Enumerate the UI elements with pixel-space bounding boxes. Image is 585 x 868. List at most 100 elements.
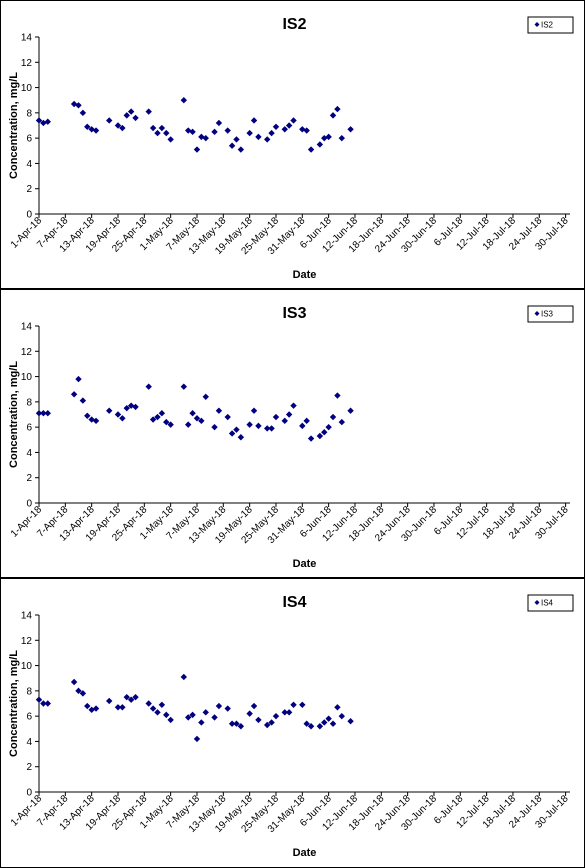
data-point [145, 700, 152, 707]
data-point [92, 417, 100, 425]
data-point [167, 136, 174, 143]
x-axis-title: Date [293, 847, 317, 859]
data-point [255, 716, 262, 724]
y-tick-label: 10 [21, 661, 33, 672]
data-point [193, 735, 201, 743]
data-point [338, 134, 346, 142]
data-point [119, 415, 126, 422]
data-point [329, 413, 337, 421]
chart-is3: IS3024681012141-Apr-187-Apr-1813-Apr-181… [8, 305, 574, 570]
data-point [40, 700, 47, 707]
data-point [114, 411, 122, 418]
chart-is2: IS2024681012141-Apr-187-Apr-1813-Apr-181… [8, 16, 574, 281]
data-point [347, 718, 354, 725]
legend-box [527, 16, 574, 34]
data-point [70, 391, 78, 398]
data-point [268, 129, 275, 137]
data-point [106, 117, 113, 124]
data-point [228, 720, 236, 727]
data-point [285, 122, 293, 129]
data-point [123, 693, 130, 701]
data-point [233, 426, 240, 433]
y-tick-label: 2 [26, 762, 32, 773]
data-point [198, 719, 205, 726]
y-tick-label: 14 [21, 33, 33, 44]
legend: IS4 [527, 594, 574, 612]
data-point [158, 410, 166, 417]
legend-marker [534, 22, 540, 27]
legend-box [527, 594, 574, 612]
data-point [154, 129, 161, 137]
data-point [127, 108, 135, 115]
data-point [145, 108, 152, 115]
data-point [202, 709, 209, 716]
y-axis-title: Concentration, mg/L [8, 72, 20, 179]
data-point [325, 133, 332, 141]
data-point [290, 117, 297, 124]
data-point [246, 710, 253, 717]
data-point [299, 701, 306, 708]
data-point [255, 422, 262, 430]
data-point [224, 127, 231, 134]
data-point [92, 127, 100, 134]
data-point [246, 421, 253, 428]
y-tick-label: 6 [26, 134, 32, 145]
y-tick-label: 12 [21, 347, 33, 358]
data-point [255, 133, 262, 141]
y-axis-title: Concentration, mg/L [8, 361, 20, 468]
data-point [334, 105, 341, 113]
y-tick-label: 12 [21, 58, 33, 69]
data-point [167, 716, 174, 724]
y-tick-label: 14 [21, 611, 33, 622]
data-point [193, 415, 201, 422]
data-point [132, 403, 139, 411]
data-point [75, 102, 82, 109]
data-point [84, 702, 91, 710]
data-point [233, 136, 240, 143]
y-tick-label: 0 [26, 499, 32, 510]
data-point [70, 100, 78, 108]
data-point [250, 702, 258, 710]
data-point [211, 714, 218, 721]
data-point [228, 430, 236, 437]
data-point [44, 118, 51, 125]
data-point [325, 423, 332, 431]
data-point [193, 146, 201, 153]
data-point [132, 114, 139, 122]
chart-title: IS3 [282, 305, 306, 322]
legend: IS2 [527, 16, 574, 34]
data-point [307, 435, 315, 442]
y-axis-title: Concentration, mg/L [8, 650, 20, 757]
data-point [185, 421, 192, 428]
data-point [329, 112, 337, 119]
y-tick-label: 8 [26, 108, 32, 119]
data-point [237, 434, 245, 441]
data-point [202, 134, 209, 142]
legend: IS3 [527, 305, 574, 323]
data-point [158, 124, 166, 132]
data-point [303, 127, 310, 134]
data-point [189, 410, 196, 417]
data-point [180, 383, 188, 390]
legend-marker [534, 311, 540, 316]
data-point [123, 404, 130, 412]
data-point [307, 723, 315, 730]
data-point [272, 413, 280, 421]
y-tick-label: 10 [21, 372, 33, 383]
data-point [202, 393, 209, 400]
data-point [44, 410, 51, 417]
data-point [35, 117, 43, 124]
data-point [189, 128, 196, 136]
data-point [285, 411, 293, 418]
data-point [84, 412, 91, 419]
data-point [35, 410, 43, 417]
x-axis-title: Date [293, 269, 317, 281]
data-point [106, 697, 113, 705]
legend-box [527, 305, 574, 323]
y-tick-label: 6 [26, 712, 32, 723]
data-point [163, 418, 170, 426]
x-axis-title: Date [293, 558, 317, 570]
data-point [281, 417, 288, 425]
chart-title: IS2 [282, 16, 306, 33]
y-tick-label: 4 [26, 159, 32, 170]
